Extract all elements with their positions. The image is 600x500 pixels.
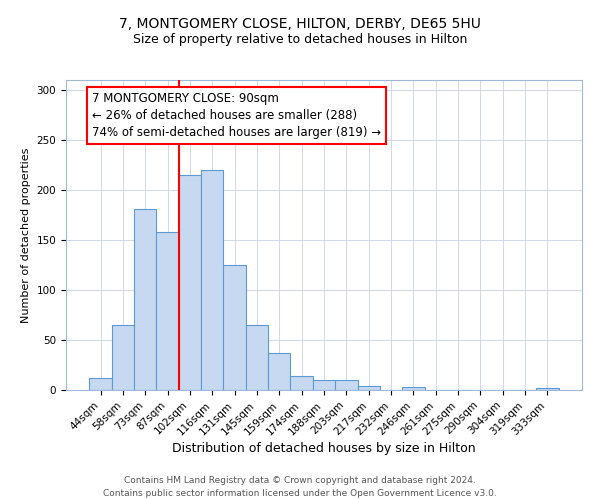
- Bar: [536, 388, 559, 390]
- Bar: [335, 380, 358, 390]
- Bar: [201, 170, 223, 390]
- X-axis label: Distribution of detached houses by size in Hilton: Distribution of detached houses by size …: [172, 442, 476, 455]
- Text: Contains HM Land Registry data © Crown copyright and database right 2024.
Contai: Contains HM Land Registry data © Crown c…: [103, 476, 497, 498]
- Bar: [89, 378, 112, 390]
- Bar: [358, 386, 380, 390]
- Bar: [157, 232, 179, 390]
- Text: Size of property relative to detached houses in Hilton: Size of property relative to detached ho…: [133, 32, 467, 46]
- Bar: [112, 325, 134, 390]
- Y-axis label: Number of detached properties: Number of detached properties: [21, 148, 31, 322]
- Text: 7 MONTGOMERY CLOSE: 90sqm
← 26% of detached houses are smaller (288)
74% of semi: 7 MONTGOMERY CLOSE: 90sqm ← 26% of detac…: [92, 92, 381, 139]
- Bar: [134, 209, 157, 390]
- Bar: [402, 387, 425, 390]
- Bar: [179, 175, 201, 390]
- Bar: [268, 353, 290, 390]
- Bar: [313, 380, 335, 390]
- Bar: [223, 265, 246, 390]
- Bar: [290, 376, 313, 390]
- Bar: [246, 325, 268, 390]
- Text: 7, MONTGOMERY CLOSE, HILTON, DERBY, DE65 5HU: 7, MONTGOMERY CLOSE, HILTON, DERBY, DE65…: [119, 18, 481, 32]
